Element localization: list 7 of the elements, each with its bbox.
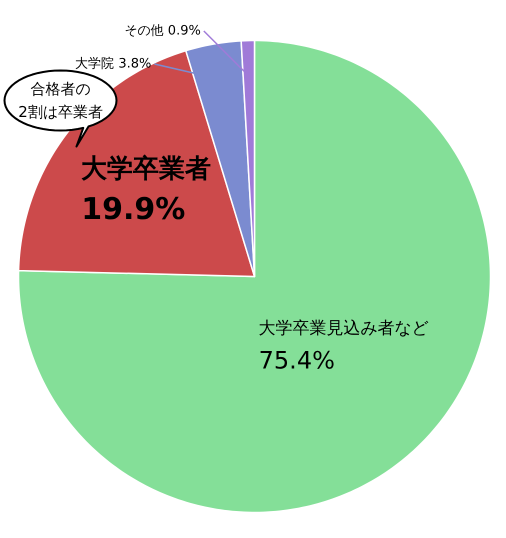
slice-label: その他 0.9% bbox=[124, 23, 201, 38]
data-label: 75.4% bbox=[258, 346, 335, 375]
text: 合格者の 2割は卒業者 bbox=[18, 80, 103, 122]
data-label: 19.9% bbox=[81, 192, 186, 227]
slice-label: 大学院 3.8% bbox=[75, 56, 152, 72]
slice-label: 大学卒業見込み者など bbox=[258, 318, 429, 339]
slice-label: 大学卒業者 bbox=[81, 154, 212, 184]
